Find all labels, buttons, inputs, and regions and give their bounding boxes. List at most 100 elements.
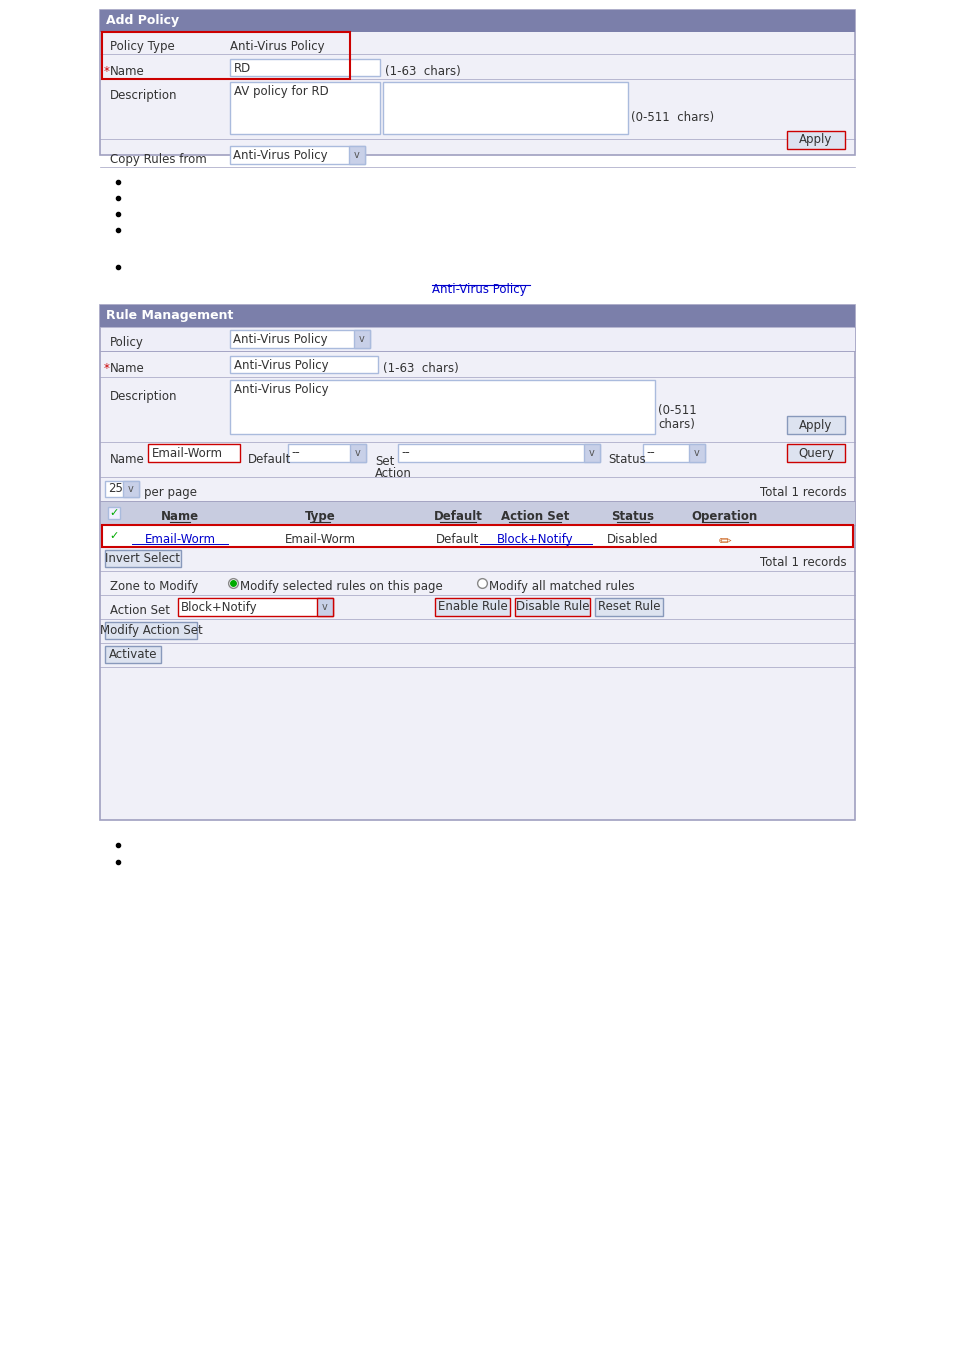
Bar <box>786 131 844 148</box>
Bar <box>100 305 854 327</box>
Text: Status: Status <box>611 510 654 522</box>
Text: Add Policy: Add Policy <box>106 14 179 27</box>
Text: Email-Worm: Email-Worm <box>284 533 355 545</box>
Bar <box>105 481 139 497</box>
Text: Status: Status <box>607 454 645 466</box>
Text: Apply: Apply <box>799 134 832 147</box>
Bar <box>102 32 350 80</box>
Bar <box>642 444 704 462</box>
Text: --: -- <box>645 447 654 459</box>
Text: ✓: ✓ <box>110 531 118 541</box>
Text: Block+Notify: Block+Notify <box>497 533 573 545</box>
Text: Email-Worm: Email-Worm <box>144 533 215 545</box>
Text: Description: Description <box>110 390 177 404</box>
Text: *: * <box>104 65 110 78</box>
Bar <box>148 444 240 462</box>
Text: Anti-Virus Policy: Anti-Virus Policy <box>432 284 526 296</box>
Text: Zone to Modify: Zone to Modify <box>110 580 198 593</box>
Text: Operation: Operation <box>691 510 758 522</box>
Text: Anti-Virus Policy: Anti-Virus Policy <box>233 359 328 373</box>
Text: Modify Action Set: Modify Action Set <box>99 624 202 637</box>
Bar <box>583 444 599 462</box>
Text: Action Set: Action Set <box>500 510 569 522</box>
Text: --: -- <box>291 447 299 459</box>
Bar <box>100 305 854 819</box>
Bar <box>515 598 589 616</box>
Bar <box>230 329 370 348</box>
Text: 25: 25 <box>108 482 123 495</box>
Bar <box>230 356 377 373</box>
Text: --: -- <box>400 447 410 459</box>
Bar <box>230 379 655 433</box>
Text: Disable Rule: Disable Rule <box>516 601 589 613</box>
Text: Query: Query <box>797 447 833 459</box>
Bar <box>435 598 510 616</box>
Text: v: v <box>128 485 133 494</box>
Bar <box>105 647 161 663</box>
Text: Name: Name <box>110 454 145 466</box>
Text: v: v <box>355 448 360 458</box>
Text: Description: Description <box>110 89 177 103</box>
Text: (1-63  chars): (1-63 chars) <box>385 65 460 78</box>
Text: v: v <box>589 448 595 458</box>
Text: (0-511  chars): (0-511 chars) <box>630 111 714 124</box>
Bar <box>786 416 844 433</box>
Bar <box>100 501 854 525</box>
Bar <box>316 598 333 616</box>
Text: chars): chars) <box>658 418 694 431</box>
Bar <box>230 59 379 76</box>
Text: (0-511: (0-511 <box>658 404 696 417</box>
Text: Reset Rule: Reset Rule <box>598 601 659 613</box>
Text: Name: Name <box>110 362 145 375</box>
Text: Action Set: Action Set <box>110 603 170 617</box>
Bar <box>350 444 366 462</box>
Bar <box>108 531 120 541</box>
Text: Total 1 records: Total 1 records <box>760 556 845 568</box>
Bar <box>382 82 627 134</box>
Bar <box>349 146 365 163</box>
Text: Total 1 records: Total 1 records <box>760 486 845 500</box>
Text: Default: Default <box>248 454 291 466</box>
Bar <box>595 598 662 616</box>
Bar <box>230 82 379 134</box>
Text: Default: Default <box>433 510 482 522</box>
Text: Name: Name <box>110 65 145 78</box>
Bar <box>100 327 854 351</box>
Text: Anti-Virus Policy: Anti-Virus Policy <box>233 148 327 162</box>
Text: Action: Action <box>375 467 412 481</box>
Text: *: * <box>104 362 110 375</box>
Text: Apply: Apply <box>799 418 832 432</box>
Text: Block+Notify: Block+Notify <box>181 601 257 613</box>
Bar <box>105 622 196 639</box>
Bar <box>108 508 120 518</box>
Text: v: v <box>354 150 359 161</box>
Text: ✓: ✓ <box>110 508 118 518</box>
Bar <box>354 329 370 348</box>
Text: Modify selected rules on this page: Modify selected rules on this page <box>240 580 442 593</box>
Text: (1-63  chars): (1-63 chars) <box>382 362 458 375</box>
Text: Type: Type <box>304 510 335 522</box>
Text: Rule Management: Rule Management <box>106 309 233 323</box>
Text: Invert Select: Invert Select <box>106 552 180 566</box>
Text: Copy Rules from: Copy Rules from <box>110 153 207 166</box>
Bar <box>397 444 599 462</box>
Text: v: v <box>322 602 328 612</box>
Text: Activate: Activate <box>109 648 157 662</box>
Bar <box>688 444 704 462</box>
Bar <box>786 444 844 462</box>
Text: Policy Type: Policy Type <box>110 40 174 53</box>
Text: AV policy for RD: AV policy for RD <box>233 85 329 99</box>
Text: RD: RD <box>233 62 251 76</box>
Text: Enable Rule: Enable Rule <box>437 601 507 613</box>
Bar <box>100 9 854 32</box>
Text: Anti-Virus Policy: Anti-Virus Policy <box>233 332 327 346</box>
Text: ✏: ✏ <box>718 535 731 549</box>
Text: v: v <box>358 333 364 344</box>
Text: per page: per page <box>144 486 196 500</box>
Bar <box>105 549 181 567</box>
Text: Modify all matched rules: Modify all matched rules <box>489 580 634 593</box>
Bar <box>178 598 333 616</box>
Bar <box>230 146 365 163</box>
Text: Policy: Policy <box>110 336 144 350</box>
Text: Set: Set <box>375 455 394 468</box>
